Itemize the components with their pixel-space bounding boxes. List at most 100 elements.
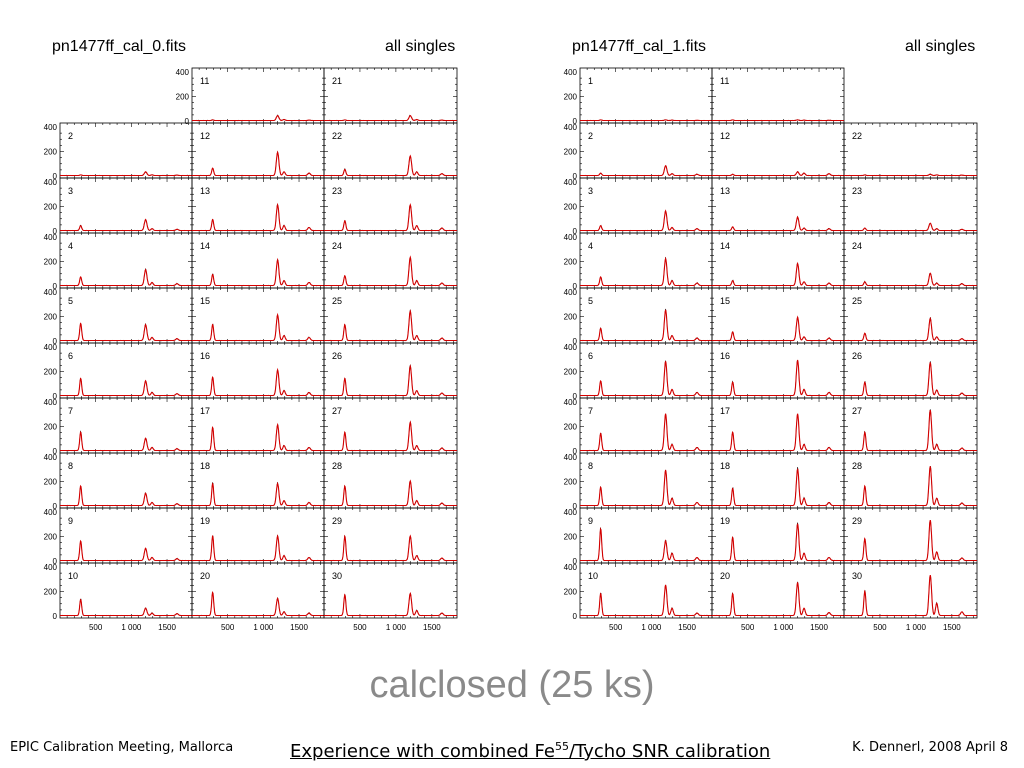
panel-frame-26 xyxy=(323,342,458,399)
panel-frame-9 xyxy=(59,507,193,564)
y-tick-label: 0 xyxy=(573,502,578,511)
y-tick-label: 400 xyxy=(564,288,578,297)
y-tick-label: 0 xyxy=(53,612,58,621)
panel-label: 27 xyxy=(332,406,342,416)
y-tick-label: 200 xyxy=(564,368,578,377)
panel-label: 13 xyxy=(720,186,730,196)
y-tick-label: 0 xyxy=(573,612,578,621)
model-series-6 xyxy=(60,377,192,397)
model-series-8 xyxy=(580,469,712,507)
footer-meeting: EPIC Calibration Meeting, Mallorca xyxy=(10,740,234,755)
y-tick-label: 400 xyxy=(44,398,58,407)
y-tick-label: 400 xyxy=(44,453,58,462)
data-series-14 xyxy=(192,259,324,287)
model-series-21 xyxy=(324,114,457,122)
y-tick-label: 0 xyxy=(573,337,578,346)
model-series-2 xyxy=(580,164,712,177)
panel-frame-17 xyxy=(191,397,325,454)
panel-frame-28 xyxy=(843,452,978,509)
panel-frame-13 xyxy=(711,177,845,234)
panel-label: 11 xyxy=(720,76,729,86)
y-tick-label: 0 xyxy=(573,172,578,181)
data-series-4 xyxy=(59,268,193,287)
panel-frame-18 xyxy=(711,452,845,509)
y-tick-label: 200 xyxy=(44,203,58,212)
panel-frame-10 xyxy=(579,562,713,619)
panel-frame-30 xyxy=(843,562,978,619)
left-figure-subtitle: all singles xyxy=(385,38,456,55)
y-tick-label: 200 xyxy=(564,203,578,212)
model-series-15 xyxy=(192,312,324,342)
y-tick-label: 200 xyxy=(564,93,578,102)
right-figure-subtitle: all singles xyxy=(905,38,976,55)
panel-label: 17 xyxy=(720,406,730,416)
panel-label: 8 xyxy=(588,461,593,471)
footer-title-part1: Experience with combined Fe xyxy=(290,741,555,762)
model-series-10 xyxy=(580,584,712,617)
model-series-10 xyxy=(60,598,192,617)
model-series-3 xyxy=(580,209,712,232)
panel-label: 5 xyxy=(588,296,593,306)
model-series-5 xyxy=(60,322,192,342)
panel-frame-29 xyxy=(843,507,978,564)
y-tick-label: 400 xyxy=(564,343,578,352)
panel-label: 9 xyxy=(68,516,73,526)
model-series-2 xyxy=(60,171,192,177)
y-tick-label: 200 xyxy=(176,93,190,102)
x-tick-label: 1 000 xyxy=(121,623,142,632)
model-series-11 xyxy=(712,119,844,122)
model-series-13 xyxy=(192,202,324,232)
x-tick-label: 1500 xyxy=(678,623,696,632)
panel-frame-29 xyxy=(323,507,458,564)
y-tick-label: 0 xyxy=(53,557,58,566)
panel-label: 19 xyxy=(200,516,210,526)
panel-frame-8 xyxy=(59,452,193,509)
x-tick-label: 500 xyxy=(741,623,755,632)
panel-frame-3 xyxy=(579,177,713,234)
panel-frame-24 xyxy=(843,232,978,289)
model-series-12 xyxy=(192,150,324,177)
y-tick-label: 0 xyxy=(53,392,58,401)
model-series-24 xyxy=(844,272,977,287)
footer-title: Experience with combined Fe55/Tycho SNR … xyxy=(290,740,770,762)
model-series-8 xyxy=(60,484,192,507)
footer-author-date: K. Dennerl, 2008 April 8 xyxy=(852,740,1008,755)
x-tick-label: 1500 xyxy=(158,623,176,632)
y-tick-label: 400 xyxy=(564,68,578,77)
panel-frame-27 xyxy=(843,397,978,454)
model-series-20 xyxy=(192,591,324,617)
x-tick-label: 500 xyxy=(221,623,235,632)
panel-label: 25 xyxy=(332,296,342,306)
panel-label: 28 xyxy=(852,461,862,471)
y-tick-label: 200 xyxy=(564,533,578,542)
y-tick-label: 400 xyxy=(564,398,578,407)
model-series-22 xyxy=(844,173,977,177)
model-series-16 xyxy=(192,367,324,397)
panel-frame-14 xyxy=(711,232,845,289)
panel-label: 24 xyxy=(332,241,342,251)
panel-frame-23 xyxy=(843,177,978,234)
y-tick-label: 200 xyxy=(564,313,578,322)
panel-frame-11 xyxy=(191,67,325,124)
panel-label: 29 xyxy=(852,516,862,526)
panel-frame-16 xyxy=(191,342,325,399)
y-tick-label: 0 xyxy=(53,337,58,346)
panel-frame-2 xyxy=(59,122,193,179)
panel-label: 22 xyxy=(332,131,342,141)
model-series-19 xyxy=(192,534,324,562)
model-series-4 xyxy=(580,256,712,287)
model-series-29 xyxy=(324,534,457,562)
x-tick-label: 500 xyxy=(353,623,367,632)
footer-title-superscript: 55 xyxy=(554,740,569,753)
panel-label: 16 xyxy=(200,351,210,361)
x-tick-label: 1500 xyxy=(423,623,441,632)
model-series-13 xyxy=(712,215,844,232)
panel-label: 20 xyxy=(200,571,210,581)
panel-label: 10 xyxy=(68,571,78,581)
panel-label: 26 xyxy=(332,351,342,361)
y-tick-label: 400 xyxy=(44,343,58,352)
y-tick-label: 200 xyxy=(564,258,578,267)
model-series-15 xyxy=(712,315,844,342)
y-tick-label: 400 xyxy=(564,178,578,187)
